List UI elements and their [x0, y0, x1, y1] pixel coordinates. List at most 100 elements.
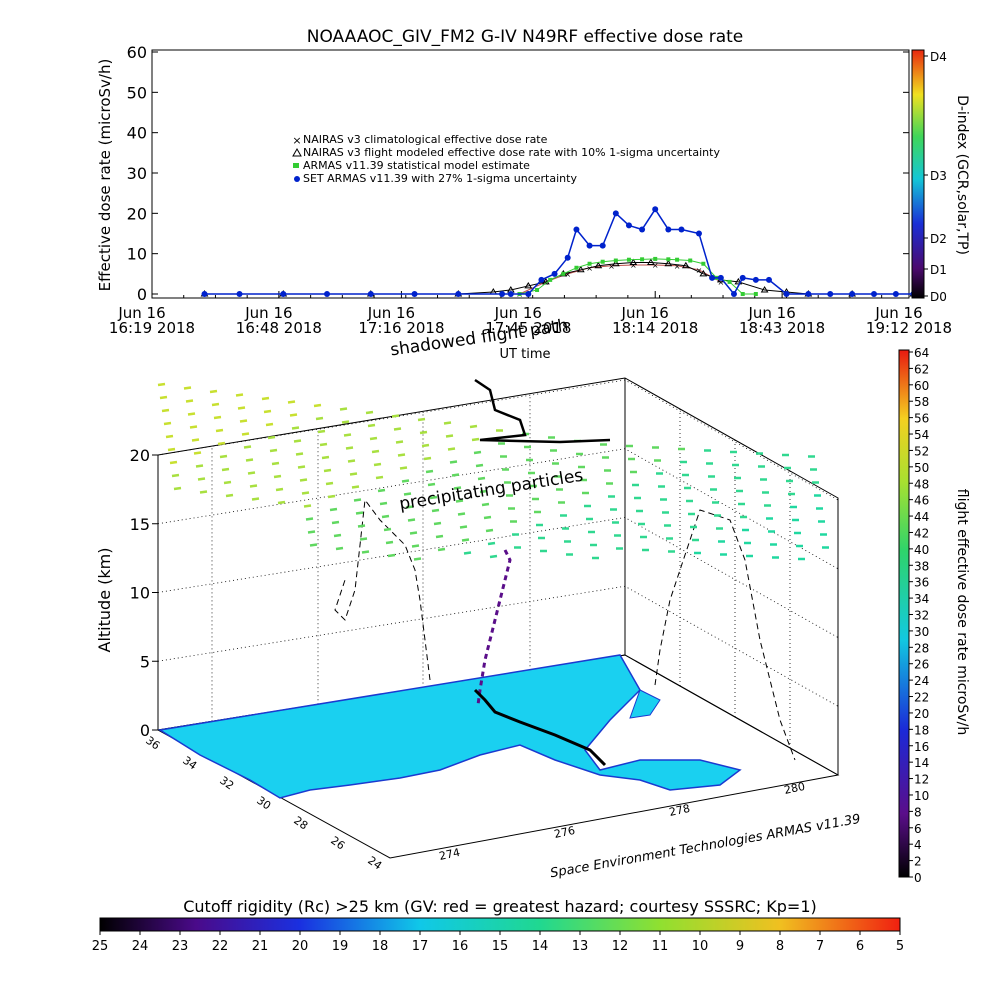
altitude-gridline — [157, 517, 839, 638]
particle-mark — [221, 467, 230, 472]
dose-tick-label: 0 — [914, 871, 922, 885]
particle-mark — [319, 442, 328, 447]
particle-mark — [379, 501, 388, 506]
dose-tick-label: 18 — [914, 723, 929, 737]
dose-tick-label: 54 — [914, 428, 929, 442]
dose-tick-label: 22 — [914, 691, 929, 705]
particle-mark — [423, 456, 432, 461]
top-x-tick-time: 17:45 2018 — [485, 319, 571, 337]
particle-mark — [425, 469, 434, 474]
dose-tick-label: 32 — [914, 609, 929, 623]
legend-marker — [292, 147, 302, 157]
dose-tick-label: 20 — [914, 707, 929, 721]
particle-mark — [261, 396, 270, 401]
particle-mark — [185, 399, 194, 403]
series-point — [849, 291, 856, 297]
rc-tick-label: 20 — [292, 939, 309, 954]
rc-colorbar-ticks: 25 24 23 22 21 20 19 18 17 16 15 14 13 12 11 10 9 8 7 6 5 — [92, 931, 904, 954]
series-point — [629, 258, 638, 266]
top-y-label: Effective dose rate (microSv/h) — [96, 59, 114, 292]
particle-mark — [353, 498, 362, 502]
particle-mark — [169, 460, 178, 465]
particle-mark — [349, 472, 358, 476]
rc-tick-label: 25 — [92, 939, 109, 954]
series-point — [574, 265, 579, 270]
particle-mark — [265, 422, 274, 427]
particle-mark — [393, 427, 402, 431]
lon-tick-label: 278 — [668, 802, 691, 819]
particle-mark — [245, 458, 254, 462]
particle-mark — [289, 413, 298, 417]
z-tick-label: 10 — [130, 584, 150, 603]
top-x-tick-date: Jun 16 — [367, 304, 415, 322]
particle-mark — [421, 443, 430, 448]
series-point — [524, 281, 533, 289]
particle-mark — [397, 453, 406, 457]
series-point — [236, 291, 243, 297]
rc-tick-label: 17 — [412, 939, 429, 954]
dose-tick-label: 52 — [914, 444, 929, 458]
lon-tick-label: 276 — [553, 824, 576, 841]
series-point — [701, 261, 706, 266]
lon-tick-label: 280 — [783, 780, 806, 797]
series-point — [561, 271, 566, 276]
particle-mark — [159, 395, 168, 400]
flight-path-descent — [476, 549, 512, 706]
series-point — [740, 292, 745, 296]
particle-mark — [355, 511, 364, 515]
lat-tick-label: 32 — [217, 774, 236, 793]
particle-mark — [419, 430, 428, 435]
particle-mark — [211, 402, 220, 407]
series-point: × — [717, 278, 724, 287]
top-x-tick-date: Jun 16 — [117, 304, 165, 322]
z-tick-label: 15 — [130, 515, 150, 534]
particle-mark — [407, 518, 416, 522]
lat-tick-label: 24 — [365, 854, 384, 873]
particle-mark — [395, 440, 404, 444]
particle-mark — [331, 520, 340, 525]
series-point — [548, 277, 553, 282]
legend-marker — [293, 163, 299, 168]
particle-mark — [427, 482, 436, 487]
top-y-tick-label: 30 — [127, 164, 147, 183]
series-point — [827, 291, 834, 297]
particle-mark — [485, 528, 494, 533]
series-point — [587, 261, 592, 266]
d-index-tick-label: D4 — [930, 50, 947, 64]
series-point — [675, 257, 680, 262]
particle-mark — [469, 424, 478, 429]
top-x-tick-date: Jun 16 — [244, 304, 292, 322]
series-point — [665, 226, 672, 233]
rc-tick-label: 19 — [332, 939, 349, 954]
top-y-tick-label: 0 — [137, 285, 147, 304]
series-point — [783, 291, 790, 297]
particle-mark — [483, 515, 492, 520]
series-point — [367, 291, 374, 297]
flight-shadow-left — [334, 498, 431, 681]
particle-mark — [373, 462, 382, 467]
particle-mark — [189, 425, 198, 429]
top-x-tick-time: 18:43 2018 — [739, 319, 825, 337]
top-x-tick-date: Jun 16 — [621, 304, 669, 322]
particle-mark — [187, 412, 196, 416]
particle-mark — [477, 476, 486, 481]
particle-mark — [433, 521, 442, 526]
particle-mark — [251, 497, 260, 501]
series-point — [699, 269, 708, 277]
particle-mark — [197, 477, 206, 481]
particle-mark — [365, 410, 374, 415]
particle-mark — [323, 468, 332, 473]
series-point — [538, 276, 545, 283]
series-point — [535, 287, 540, 292]
particle-mark — [449, 460, 458, 464]
series-point — [499, 291, 506, 297]
particle-mark — [377, 488, 386, 493]
legend-label: NAIRAS v3 flight modeled effective dose … — [303, 146, 720, 159]
rc-tick-label: 15 — [492, 939, 509, 954]
rc-tick-label: 14 — [532, 939, 549, 954]
altitude-gridline — [157, 585, 839, 707]
particle-mark — [431, 508, 440, 513]
rc-colorbar-label: Cutoff rigidity (Rc) >25 km (GV: red = g… — [183, 897, 817, 916]
